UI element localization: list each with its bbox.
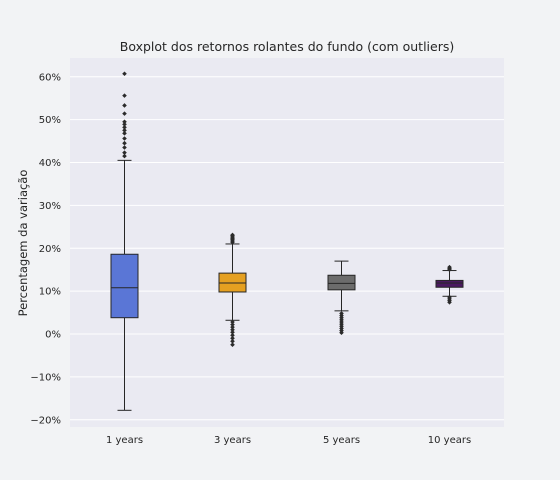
y-tick-label: 20%: [39, 244, 61, 255]
outlier-point: [122, 136, 127, 141]
x-tick-label: 3 years: [214, 435, 251, 446]
y-tick-label: 30%: [39, 201, 61, 212]
outlier-point: [122, 145, 127, 150]
y-axis: −20% −10% 0% 10% 20% 30% 40% 50% 60%: [30, 72, 61, 426]
boxes: [110, 71, 464, 411]
x-tick-label: 5 years: [323, 435, 360, 446]
outlier-point: [122, 125, 127, 130]
outlier-point: [122, 93, 127, 98]
outlier-point: [230, 324, 235, 330]
outlier-point: [230, 329, 235, 335]
y-tick-label: 50%: [39, 115, 61, 126]
x-tick-label: 1 years: [106, 435, 143, 446]
outlier-point: [230, 319, 235, 325]
box-4: [435, 264, 464, 305]
outlier-point: [230, 322, 235, 327]
outlier-point: [122, 131, 127, 136]
box-3: [327, 260, 356, 336]
plot-area: [70, 58, 504, 427]
outlier-point: [122, 122, 127, 127]
outlier-point: [447, 299, 452, 305]
chart-title: Boxplot dos retornos rolantes do fundo (…: [120, 39, 455, 54]
box-2: [218, 232, 247, 348]
outlier-point: [230, 338, 235, 344]
outlier-point: [230, 327, 235, 333]
x-tick-label: 10 years: [428, 435, 471, 446]
y-tick-label: −20%: [30, 415, 61, 426]
y-axis-label: Percentagem da variação: [16, 170, 30, 317]
outlier-point: [230, 232, 235, 238]
y-tick-label: 0%: [45, 330, 61, 341]
iqr-box: [327, 274, 356, 291]
outlier-point: [122, 103, 127, 108]
outlier-point: [230, 332, 235, 338]
outlier-point: [122, 71, 127, 77]
outlier-point: [230, 335, 235, 341]
outlier-point: [447, 264, 452, 270]
gridlines: [70, 76, 504, 421]
outlier-point: [122, 111, 127, 116]
outlier-point: [122, 153, 127, 159]
y-tick-label: 60%: [39, 72, 61, 83]
outlier-point: [122, 140, 127, 146]
y-tick-label: 10%: [39, 287, 61, 298]
y-tick-label: 40%: [39, 158, 61, 169]
x-axis: 1 years 3 years 5 years 10 years: [106, 435, 471, 446]
outlier-point: [230, 342, 235, 348]
outlier-point: [122, 128, 127, 133]
y-tick-label: −10%: [30, 372, 61, 383]
outlier-point: [122, 150, 127, 155]
outlier-point: [122, 119, 127, 125]
box-1: [110, 71, 139, 411]
outlier-point: [339, 330, 344, 336]
iqr-box: [435, 279, 464, 288]
iqr-box: [110, 253, 139, 319]
